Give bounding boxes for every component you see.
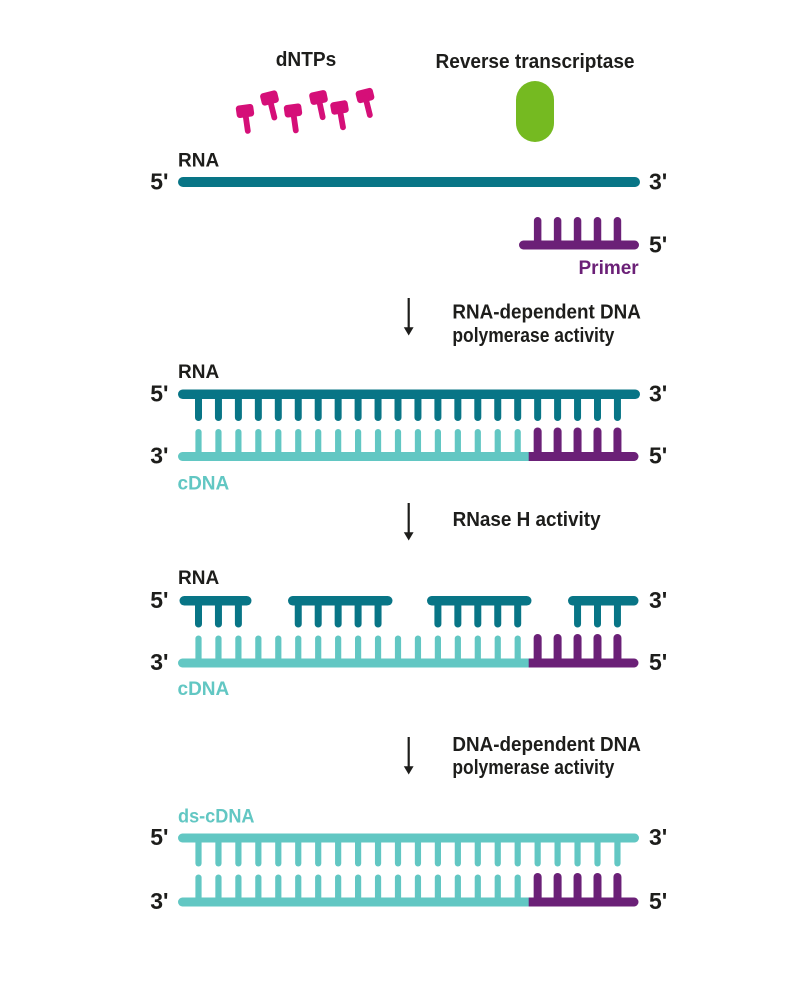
svg-text:polymerase activity: polymerase activity [452, 757, 615, 779]
svg-text:5': 5' [150, 824, 168, 850]
svg-text:cDNA: cDNA [178, 474, 230, 495]
svg-text:RNA: RNA [178, 151, 219, 172]
svg-text:3': 3' [649, 824, 667, 850]
svg-text:polymerase activity: polymerase activity [452, 325, 615, 347]
svg-text:5': 5' [649, 443, 667, 469]
svg-text:RNase H activity: RNase H activity [453, 509, 602, 531]
svg-text:dNTPs: dNTPs [276, 49, 337, 71]
svg-text:5': 5' [150, 169, 168, 195]
svg-text:RNA: RNA [178, 362, 219, 383]
svg-text:5': 5' [150, 381, 168, 407]
svg-text:3': 3' [150, 443, 168, 469]
svg-text:3': 3' [150, 888, 168, 914]
svg-text:5': 5' [649, 888, 667, 914]
svg-text:3': 3' [649, 169, 667, 195]
svg-text:3': 3' [649, 587, 667, 613]
svg-text:RNA: RNA [178, 568, 219, 589]
svg-text:3': 3' [649, 381, 667, 407]
svg-text:5': 5' [649, 232, 667, 258]
svg-text:Primer: Primer [579, 258, 640, 279]
svg-text:5': 5' [649, 649, 667, 675]
svg-text:cDNA: cDNA [178, 679, 230, 700]
svg-text:RNA-dependent DNA: RNA-dependent DNA [452, 302, 641, 324]
svg-text:5': 5' [150, 587, 168, 613]
svg-text:ds-cDNA: ds-cDNA [178, 807, 255, 828]
svg-text:DNA-dependent DNA: DNA-dependent DNA [452, 734, 641, 756]
svg-text:Reverse transcriptase: Reverse transcriptase [436, 51, 635, 73]
svg-text:3': 3' [150, 649, 168, 675]
